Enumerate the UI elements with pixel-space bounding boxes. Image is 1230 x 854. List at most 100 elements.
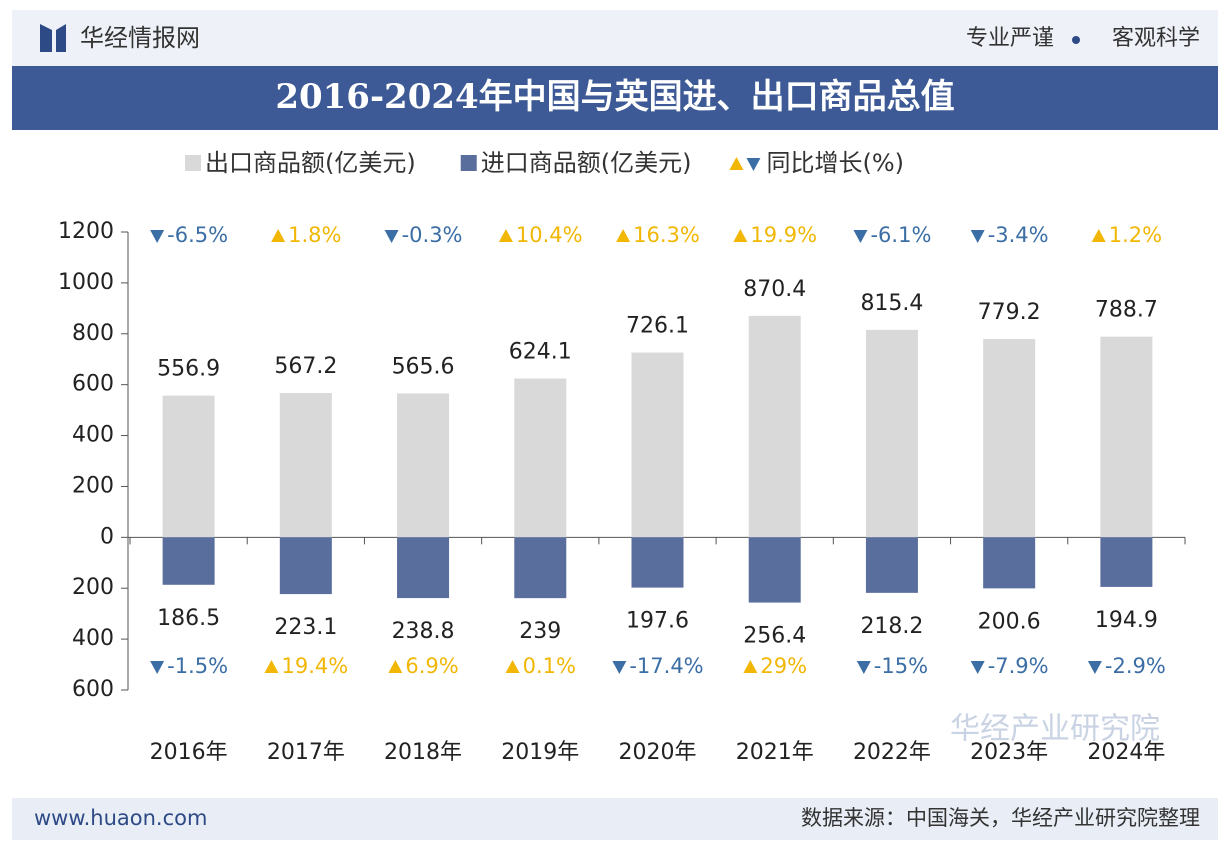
bar — [279, 537, 332, 595]
growth-arrow — [970, 661, 985, 674]
legend-label: 同比增长(%) — [766, 149, 904, 177]
value-label: 726.1 — [626, 314, 689, 339]
bar — [397, 393, 450, 538]
value-label: 556.9 — [157, 357, 220, 382]
value-label: 870.4 — [743, 277, 806, 302]
x-tick-label: 2016年 — [150, 740, 228, 765]
slogan-dot — [1072, 36, 1080, 44]
legend-swatch — [185, 155, 201, 171]
growth-arrow — [616, 229, 631, 242]
y-tick-label: 600 — [72, 677, 114, 702]
growth-arrow — [1091, 229, 1106, 242]
growth-arrow — [612, 661, 627, 674]
y-tick-label: 600 — [72, 372, 114, 397]
legend-label: 出口商品额(亿美元) — [205, 149, 416, 177]
footer-url: www.huaon.com — [34, 806, 207, 830]
legend-swatch — [460, 155, 477, 171]
bar — [983, 339, 1036, 538]
growth-arrow — [1087, 661, 1102, 674]
growth-label: 10.4% — [516, 223, 583, 247]
growth-arrow — [150, 230, 165, 243]
growth-arrow — [384, 230, 399, 243]
y-tick-label: 400 — [72, 626, 114, 651]
bar — [865, 537, 918, 593]
x-tick-label: 2024年 — [1087, 740, 1165, 765]
growth-label: -7.9% — [988, 654, 1049, 678]
bar — [279, 393, 332, 538]
logo — [56, 24, 66, 52]
bar — [1100, 537, 1153, 587]
growth-label: 19.9% — [750, 223, 817, 247]
brand: 华经情报网 — [80, 24, 200, 52]
x-tick-label: 2019年 — [501, 740, 579, 765]
growth-label: 1.2% — [1109, 223, 1162, 247]
growth-label: -2.9% — [1105, 654, 1166, 678]
value-label: 200.6 — [978, 609, 1041, 634]
growth-arrow — [853, 230, 868, 243]
footer-bar — [12, 798, 1218, 840]
x-tick-label: 2017年 — [267, 740, 345, 765]
y-tick-label: 200 — [72, 473, 114, 498]
value-label: 779.2 — [978, 300, 1041, 325]
bar — [162, 537, 215, 585]
growth-label: -1.5% — [167, 654, 228, 678]
value-label: 194.9 — [1095, 608, 1158, 633]
growth-label: -15% — [874, 654, 928, 678]
growth-label: -6.5% — [167, 223, 228, 247]
value-label: 223.1 — [274, 615, 337, 640]
x-tick-label: 2021年 — [736, 740, 814, 765]
slogan: 客观科学 — [1112, 26, 1200, 51]
value-label: 186.5 — [157, 606, 220, 631]
title-bar — [12, 66, 1218, 130]
value-label: 218.2 — [860, 614, 923, 639]
slogan: 专业严谨 — [966, 26, 1054, 51]
header-bar — [12, 10, 1218, 66]
legend-down — [746, 158, 761, 171]
bar — [1100, 336, 1153, 538]
value-label: 239 — [519, 619, 561, 644]
growth-arrow — [498, 229, 513, 242]
growth-arrow — [271, 229, 286, 242]
y-tick-label: 1200 — [58, 219, 114, 244]
bar — [865, 329, 918, 538]
growth-label: -0.3% — [402, 223, 463, 247]
growth-label: 6.9% — [405, 654, 458, 678]
x-tick-label: 2020年 — [619, 740, 697, 765]
value-label: 624.1 — [509, 340, 572, 365]
y-tick-label: 1000 — [58, 270, 114, 295]
legend-label: 进口商品额(亿美元) — [481, 149, 692, 177]
bar — [748, 315, 801, 538]
bar — [162, 395, 215, 538]
growth-label: 16.3% — [633, 223, 700, 247]
bar — [397, 537, 450, 599]
growth-label: 1.8% — [288, 223, 341, 247]
growth-label: 29% — [760, 654, 807, 678]
y-tick-label: 400 — [72, 423, 114, 448]
growth-label: -17.4% — [629, 654, 703, 678]
growth-arrow — [970, 230, 985, 243]
value-label: 256.4 — [743, 624, 806, 649]
growth-arrow — [856, 661, 871, 674]
watermark: 华经产业研究院 — [950, 712, 1160, 747]
value-label: 815.4 — [860, 291, 923, 316]
growth-arrow — [505, 660, 520, 673]
growth-label: -3.4% — [988, 223, 1049, 247]
bar — [748, 537, 801, 603]
bar — [514, 537, 567, 599]
bar — [631, 352, 684, 538]
growth-label: -6.1% — [870, 223, 931, 247]
x-tick-label: 2022年 — [853, 740, 931, 765]
logo — [40, 24, 52, 52]
bar — [514, 378, 567, 538]
x-tick-label: 2018年 — [384, 740, 462, 765]
growth-arrow — [150, 661, 165, 674]
y-tick-label: 800 — [72, 321, 114, 346]
value-label: 565.6 — [392, 354, 455, 379]
y-tick-label: 200 — [72, 575, 114, 600]
legend-up — [729, 157, 744, 170]
growth-arrow — [733, 229, 748, 242]
growth-arrow — [743, 660, 758, 673]
value-label: 238.8 — [392, 619, 455, 644]
